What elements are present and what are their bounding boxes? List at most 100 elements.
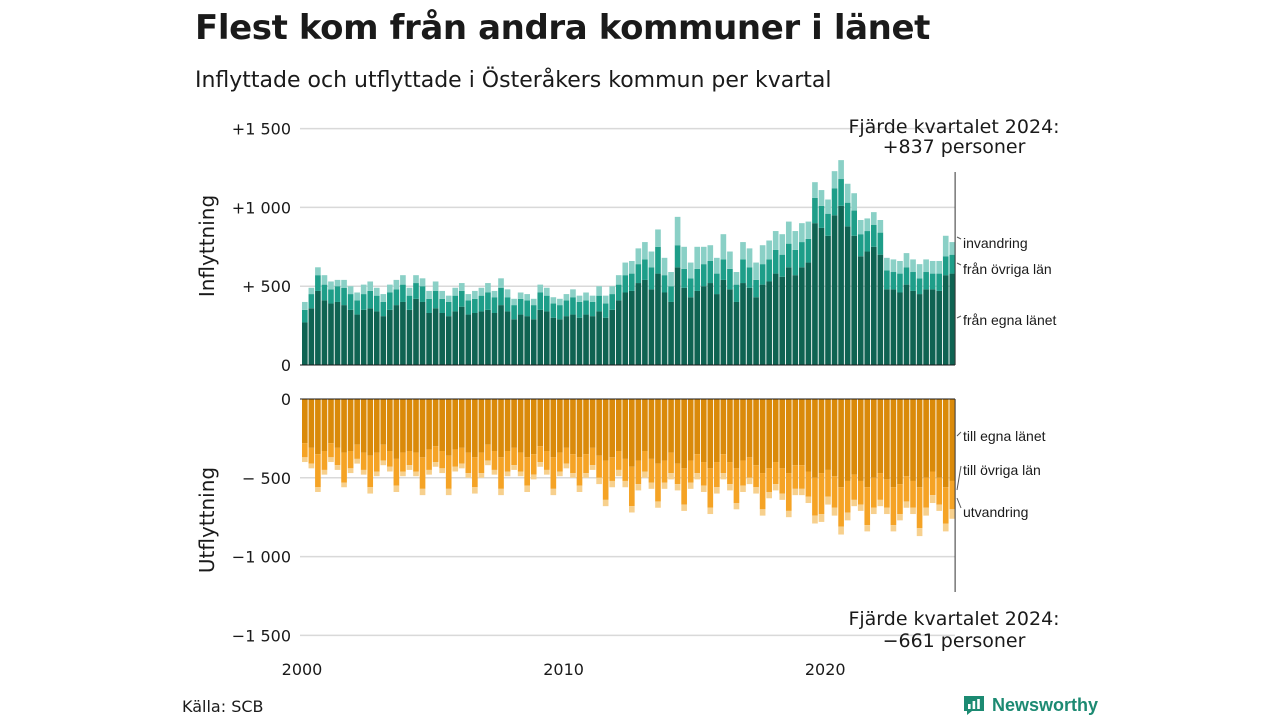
bar-out-egna — [589, 399, 596, 448]
chart-speech-bubble-icon — [964, 696, 984, 715]
bar-in-ovriga — [746, 267, 753, 288]
legend-leader — [956, 497, 962, 509]
bar-out-egna — [373, 399, 380, 453]
bar-in-invandring — [360, 284, 367, 295]
bar-in-egna — [661, 292, 668, 365]
bar-out-utvandring — [674, 484, 681, 491]
bar-in-invandring — [838, 160, 844, 180]
bar-out-utvandring — [792, 488, 799, 496]
bar-out-ovriga — [936, 477, 943, 505]
bar-out-egna — [452, 399, 459, 450]
bar-in-invandring — [864, 218, 871, 232]
bar-out-egna — [877, 399, 884, 474]
bar-in-ovriga — [328, 289, 334, 304]
bar-in-egna — [393, 305, 400, 365]
bar-out-utvandring — [825, 496, 831, 505]
chart-subtitle: Inflyttade och utflyttade i Österåkers k… — [195, 68, 832, 93]
bar-in-ovriga — [687, 278, 694, 298]
bar-in-egna — [334, 301, 341, 365]
annotation-bottom-line2: −661 personer — [883, 630, 1026, 652]
bar-out-ovriga — [929, 471, 936, 496]
bar-in-ovriga — [936, 273, 943, 291]
bar-out-ovriga — [367, 455, 374, 488]
bar-in-ovriga — [347, 294, 354, 310]
bar-in-ovriga — [753, 279, 759, 298]
bar-in-egna — [864, 251, 871, 365]
bar-out-ovriga — [870, 477, 877, 508]
bar-out-ovriga — [825, 469, 831, 497]
bar-in-ovriga — [387, 292, 393, 310]
bar-out-egna — [341, 399, 347, 453]
bar-out-ovriga — [792, 465, 799, 489]
bar-out-utvandring — [524, 485, 530, 492]
x-tick-label: 2020 — [805, 660, 846, 679]
bar-in-invandring — [373, 287, 380, 296]
bar-in-ovriga — [367, 290, 374, 309]
bar-in-egna — [439, 312, 445, 365]
bar-out-egna — [308, 399, 315, 448]
bar-out-utvandring — [432, 462, 439, 467]
bar-in-invandring — [903, 253, 910, 268]
bar-in-invandring — [504, 289, 511, 298]
bar-out-ovriga — [400, 452, 406, 472]
bar-out-utvandring — [570, 473, 576, 478]
bar-in-invandring — [785, 221, 792, 244]
bar-out-ovriga — [354, 444, 360, 459]
bar-out-ovriga — [589, 447, 596, 466]
bar-in-invandring — [517, 292, 524, 299]
bar-out-utvandring — [550, 488, 557, 496]
bar-in-ovriga — [308, 294, 315, 309]
annotation-top-line2: +837 personer — [883, 136, 1026, 158]
bar-in-egna — [602, 317, 609, 365]
bar-in-egna — [870, 246, 877, 365]
bar-out-utvandring — [517, 471, 524, 477]
bar-out-egna — [426, 399, 432, 450]
bar-out-egna — [360, 399, 367, 453]
bar-out-utvandring — [308, 463, 315, 469]
bar-out-utvandring — [452, 466, 459, 472]
bar-out-ovriga — [563, 447, 570, 464]
bar-in-ovriga — [733, 284, 740, 302]
bar-out-utvandring — [347, 468, 354, 474]
bar-out-utvandring — [589, 465, 596, 470]
bar-out-utvandring — [772, 484, 779, 491]
bar-out-egna — [530, 399, 537, 455]
bar-in-ovriga — [772, 249, 779, 274]
bar-out-utvandring — [668, 473, 674, 480]
bar-out-utvandring — [642, 471, 648, 478]
legend-leader — [956, 315, 962, 319]
bar-out-egna — [687, 399, 694, 461]
bar-out-ovriga — [857, 480, 864, 505]
y-tick-label: +1 000 — [232, 198, 291, 217]
bar-in-invandring — [884, 257, 890, 271]
bar-out-egna — [635, 399, 642, 461]
bar-in-ovriga — [844, 202, 851, 227]
bar-out-egna — [772, 399, 779, 463]
bar-out-ovriga — [432, 446, 439, 463]
bar-out-egna — [570, 399, 576, 455]
bar-in-egna — [308, 308, 315, 365]
bar-in-egna — [406, 309, 413, 365]
bar-in-invandring — [380, 294, 387, 302]
bar-in-egna — [648, 289, 655, 365]
bar-out-egna — [897, 399, 903, 485]
bar-out-egna — [537, 399, 544, 447]
bar-out-ovriga — [413, 452, 419, 472]
brand-logo[interactable]: Newsworthy — [962, 693, 1098, 717]
bar-out-ovriga — [759, 473, 766, 510]
bar-in-invandring — [315, 267, 321, 276]
source-note: Källa: SCB — [182, 697, 264, 716]
bar-in-egna — [360, 309, 367, 365]
bar-in-invandring — [354, 292, 360, 301]
bar-out-ovriga — [504, 451, 511, 472]
bar-in-egna — [831, 215, 838, 365]
bar-in-ovriga — [602, 303, 609, 318]
bar-in-egna — [844, 226, 851, 365]
bar-out-egna — [740, 399, 746, 461]
bar-in-ovriga — [589, 301, 596, 317]
bar-out-utvandring — [903, 501, 910, 508]
bar-in-invandring — [929, 260, 936, 274]
bar-out-utvandring — [413, 471, 419, 477]
bar-in-ovriga — [406, 295, 413, 310]
bar-out-ovriga — [315, 454, 321, 488]
